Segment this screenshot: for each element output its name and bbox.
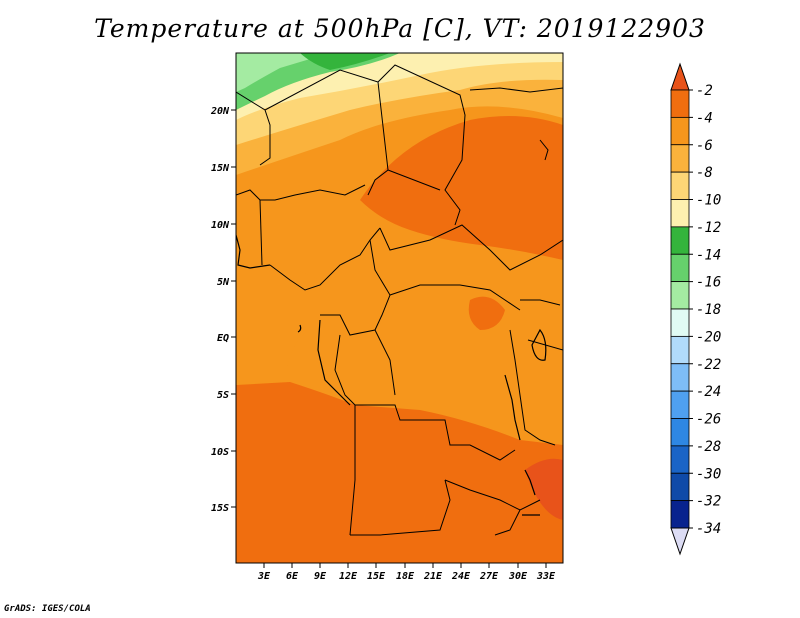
colorbar-label: -32 xyxy=(696,494,721,510)
colorbar-label: -22 xyxy=(696,357,721,373)
lon-label: 33E xyxy=(536,571,556,582)
field-north-warm xyxy=(360,116,563,260)
colorbar: -2 -4 -6 -8 -10 -12 -14 -16 -18 -20 -22 -24 -26 -28 -3… xyxy=(670,62,721,556)
lon-label: 3E xyxy=(257,571,271,582)
colorbar-box xyxy=(670,253,690,283)
field-west-region xyxy=(236,250,332,385)
lon-label: 9E xyxy=(314,571,327,582)
colorbar-top-arrow xyxy=(670,62,690,91)
colorbar-box xyxy=(670,116,690,146)
colorbar-box xyxy=(670,363,690,392)
lat-label: 5N xyxy=(217,277,230,288)
lon-label: 15E xyxy=(367,571,386,582)
colorbar-label: -20 xyxy=(696,329,721,345)
colorbar-box xyxy=(670,418,690,447)
colorbar-label: -34 xyxy=(696,521,721,537)
colorbar-label: -4 xyxy=(696,110,713,126)
colorbar-box xyxy=(670,445,690,474)
latitude-axis: 20N 15N 10N 5N EQ 5S 10S 15S xyxy=(210,106,236,514)
longitude-axis: 3E 6E 9E 12E 15E 18E 21E 24E 27E 30E 33E xyxy=(257,563,556,582)
map-frame xyxy=(235,52,564,564)
lat-label: 5S xyxy=(217,390,229,401)
lon-label: 24E xyxy=(451,571,471,582)
colorbar-label: -8 xyxy=(696,165,713,181)
map-title: Temperature at 500hPa [C], VT: 201912290… xyxy=(94,14,706,43)
lat-label: EQ xyxy=(217,333,229,344)
colorbar-box xyxy=(670,472,690,502)
colorbar-box xyxy=(670,199,690,228)
colorbar-label: -28 xyxy=(696,439,721,455)
colorbar-label: -14 xyxy=(696,247,721,263)
colorbar-box xyxy=(670,89,690,118)
colorbar-label: -10 xyxy=(696,193,721,209)
colorbar-bottom-arrow xyxy=(670,527,690,556)
lat-label: 15N xyxy=(211,163,230,174)
lon-label: 18E xyxy=(396,571,415,582)
field-minus12-to-minus14 xyxy=(300,53,390,70)
colorbar-box xyxy=(670,308,690,337)
colorbar-label: -6 xyxy=(696,138,713,154)
lakes-and-coast xyxy=(236,234,547,516)
colorbar-box xyxy=(670,390,690,419)
temperature-field xyxy=(236,53,563,563)
field-minus16-to-minus18 xyxy=(236,53,330,92)
lon-label: 27E xyxy=(479,571,499,582)
colorbar-label: -2 xyxy=(696,83,713,99)
colorbar-label: -26 xyxy=(696,412,721,428)
lat-label: 15S xyxy=(211,503,229,514)
lat-label: 10S xyxy=(211,447,229,458)
lon-label: 21E xyxy=(423,571,443,582)
lat-label: 10N xyxy=(211,220,230,231)
colorbar-box xyxy=(670,500,690,529)
colorbar-label: -12 xyxy=(696,220,721,236)
lon-label: 30E xyxy=(508,571,528,582)
field-blob xyxy=(468,296,505,330)
colorbar-box xyxy=(670,226,690,255)
grads-credit: GrADS: IGES/COLA xyxy=(4,604,91,614)
colorbar-box xyxy=(670,335,690,365)
colorbar-box xyxy=(670,171,690,200)
lon-label: 12E xyxy=(339,571,358,582)
colorbar-label: -18 xyxy=(696,302,721,318)
field-south-warm xyxy=(236,382,563,563)
lon-label: 6E xyxy=(286,571,299,582)
lat-label: 20N xyxy=(210,106,230,117)
colorbar-label: -16 xyxy=(696,275,721,291)
field-southeast-hot xyxy=(525,458,563,520)
colorbar-label: -24 xyxy=(696,384,721,400)
colorbar-label: -30 xyxy=(696,466,721,482)
colorbar-box xyxy=(670,281,690,310)
colorbar-box xyxy=(670,144,690,173)
